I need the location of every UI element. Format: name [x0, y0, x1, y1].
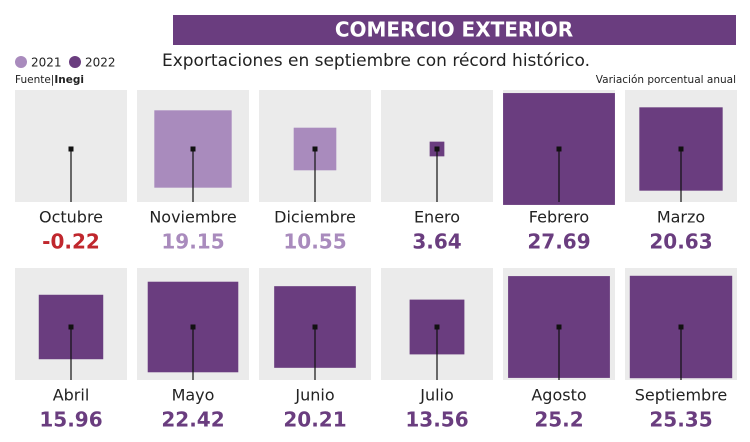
legend-swatch — [15, 56, 27, 68]
value-label: -0.22 — [42, 230, 100, 254]
center-dot — [190, 146, 196, 152]
center-dot — [312, 146, 318, 152]
category-label: Noviembre — [149, 208, 236, 227]
legend-label: 2021 — [31, 56, 62, 70]
source-prefix: Fuente| — [15, 74, 54, 86]
category-label: Abril — [53, 386, 90, 405]
center-dot — [678, 146, 684, 152]
value-label: 13.56 — [405, 408, 468, 432]
category-label: Marzo — [657, 208, 705, 227]
category-label: Enero — [414, 208, 460, 227]
category-label: Agosto — [531, 386, 586, 405]
category-label: Febrero — [529, 208, 589, 227]
center-dot — [678, 324, 684, 330]
category-label: Septiembre — [635, 386, 728, 405]
category-label: Diciembre — [274, 208, 356, 227]
value-label: 15.96 — [39, 408, 102, 432]
category-label: Mayo — [172, 386, 215, 405]
category-label: Octubre — [39, 208, 103, 227]
title-bar — [173, 15, 736, 45]
center-dot — [68, 146, 74, 152]
value-label: 22.42 — [161, 408, 224, 432]
source-label: Fuente|Inegi — [15, 74, 84, 86]
value-label: 19.15 — [161, 230, 224, 254]
value-label: 3.64 — [412, 230, 461, 254]
center-dot — [556, 324, 562, 330]
legend-label: 2022 — [85, 56, 116, 70]
legend-swatch — [69, 56, 81, 68]
center-dot — [556, 146, 562, 152]
category-label: Julio — [419, 386, 454, 405]
chart-subtitle: Exportaciones en septiembre con récord h… — [162, 51, 590, 71]
value-label: 20.63 — [649, 230, 712, 254]
value-label: 20.21 — [283, 408, 346, 432]
value-label: 25.35 — [649, 408, 712, 432]
center-dot — [190, 324, 196, 330]
center-dot — [312, 324, 318, 330]
source: Inegi — [54, 74, 84, 86]
category-label: Junio — [294, 386, 334, 405]
note: Variación porcentual anual — [596, 74, 736, 86]
value-label: 27.69 — [527, 230, 590, 254]
value-label: 10.55 — [283, 230, 346, 254]
chart-title: COMERCIO EXTERIOR — [335, 18, 573, 42]
center-dot — [68, 324, 74, 330]
center-dot — [434, 324, 440, 330]
value-label: 25.2 — [534, 408, 583, 432]
center-dot — [434, 146, 440, 152]
